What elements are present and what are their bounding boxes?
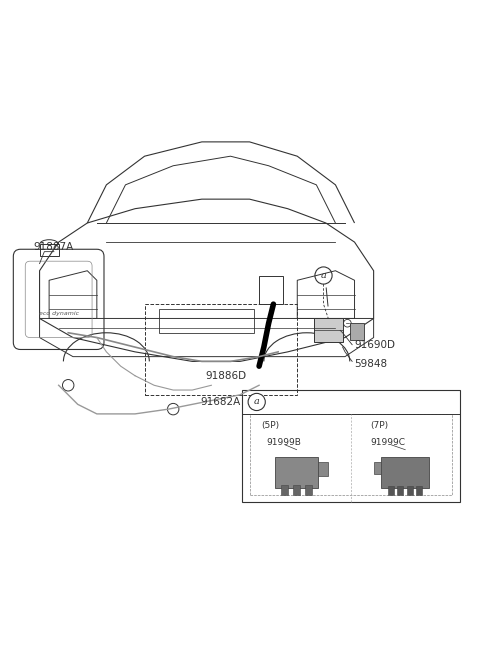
Text: 91690D: 91690D <box>355 340 396 350</box>
Text: eco dynamic: eco dynamic <box>39 311 79 316</box>
Bar <box>350 323 364 340</box>
Text: 91999C: 91999C <box>370 438 405 447</box>
Text: a: a <box>254 398 260 407</box>
Bar <box>242 390 459 502</box>
Bar <box>416 487 422 495</box>
Bar <box>374 462 382 474</box>
Text: (5P): (5P) <box>262 421 279 430</box>
Bar <box>397 487 403 495</box>
Text: 59848: 59848 <box>355 359 388 369</box>
Bar <box>314 318 343 342</box>
Circle shape <box>248 394 265 411</box>
Bar <box>144 304 297 395</box>
Bar <box>382 457 429 488</box>
Bar <box>275 457 318 488</box>
Bar <box>293 485 300 495</box>
Text: (7P): (7P) <box>370 421 388 430</box>
Bar <box>39 245 59 256</box>
Text: 91682A: 91682A <box>201 397 241 407</box>
Text: 91999B: 91999B <box>266 438 301 447</box>
Bar <box>407 487 413 495</box>
Bar <box>387 487 394 495</box>
Bar <box>281 485 288 495</box>
Bar <box>318 462 328 476</box>
Bar <box>159 309 254 333</box>
Text: 91886D: 91886D <box>205 371 246 380</box>
Bar <box>250 414 452 495</box>
Bar <box>259 276 283 304</box>
Bar <box>305 485 312 495</box>
Text: a: a <box>321 271 326 280</box>
Text: 91887A: 91887A <box>34 242 74 252</box>
